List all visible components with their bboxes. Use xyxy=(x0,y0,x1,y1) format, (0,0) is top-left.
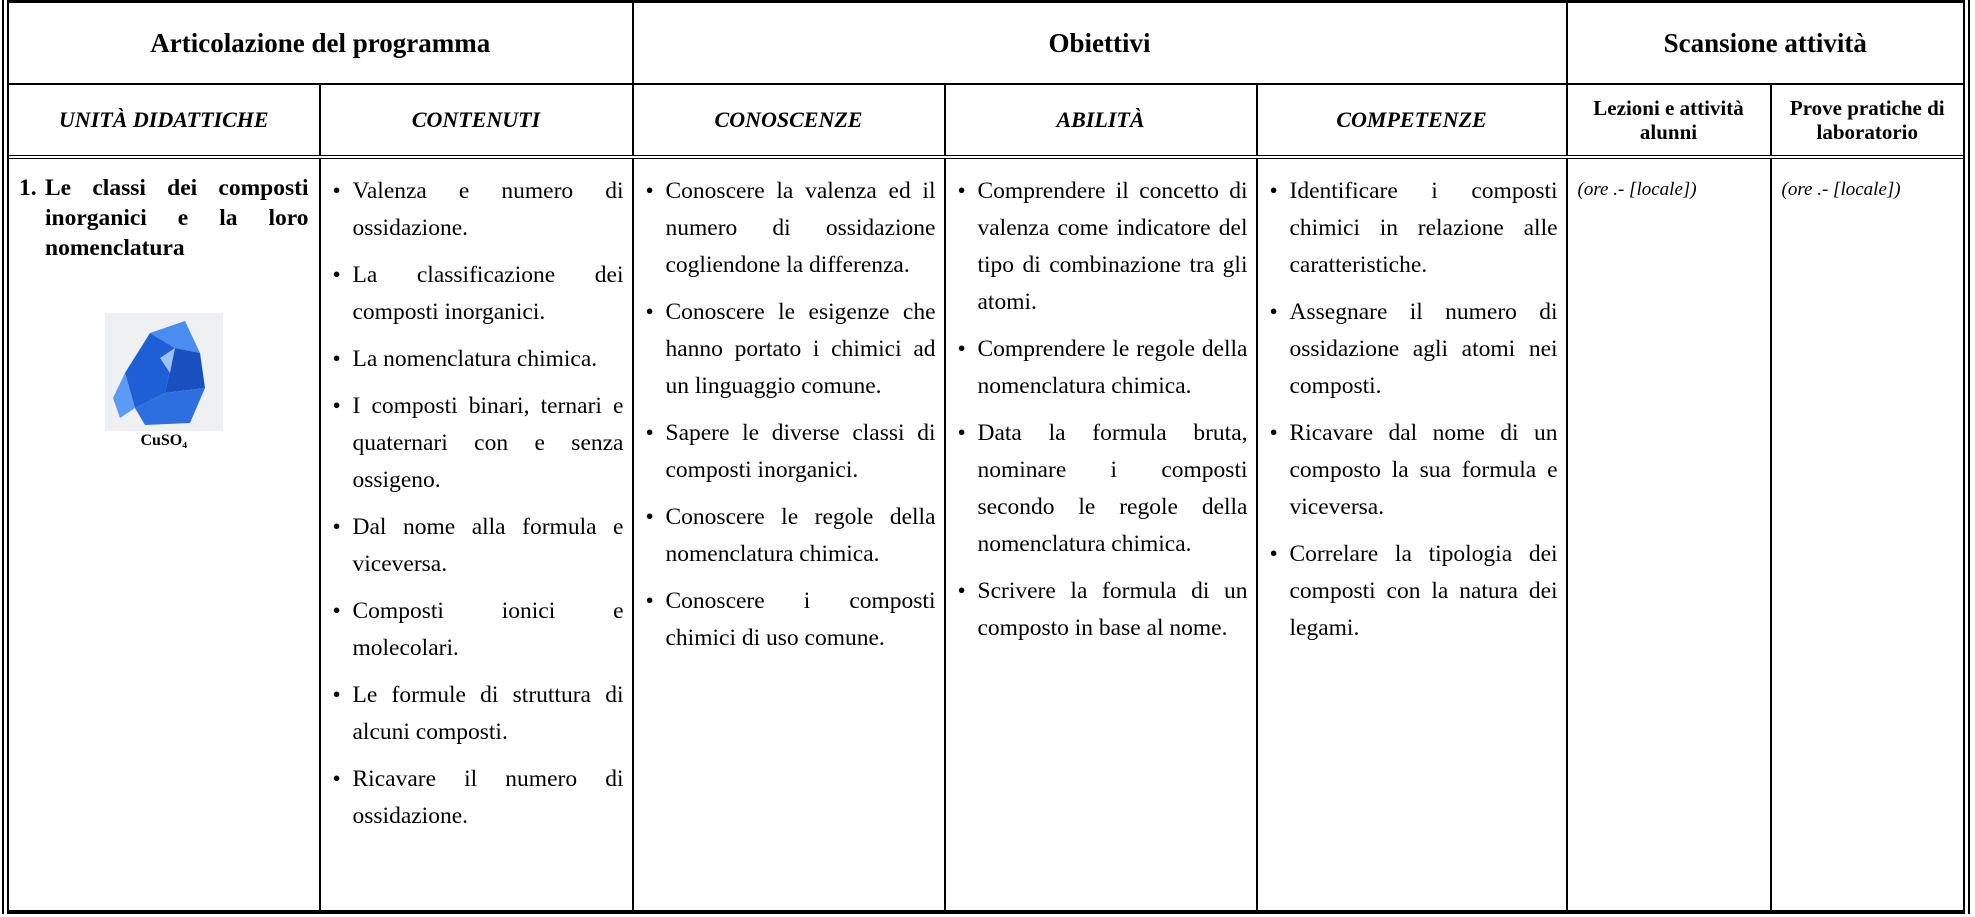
conoscenze-list: Conoscere la valenza ed il numero di oss… xyxy=(634,159,944,657)
list-item: Conoscere i composti chimici di uso comu… xyxy=(644,583,936,657)
column-header: COMPETENZE xyxy=(1255,83,1568,159)
list-item: Ricavare dal nome di un composto la sua … xyxy=(1268,415,1558,526)
group-header: Scansione attività xyxy=(1565,0,1968,85)
unit-cell: 1. Le classi dei composti inorganici e l… xyxy=(4,156,321,913)
column-header: Lezioni e attività alunni xyxy=(1565,83,1772,159)
conoscenze-cell: Conoscere la valenza ed il numero di oss… xyxy=(631,156,946,913)
column-header: CONOSCENZE xyxy=(631,83,946,159)
crystal-icon xyxy=(104,313,223,431)
column-header-row: UNITÀ DIDATTICHE CONTENUTI CONOSCENZE AB… xyxy=(4,83,1968,159)
column-header: CONTENUTI xyxy=(318,83,634,159)
list-item: Data la formula bruta, nominare i compos… xyxy=(956,415,1248,563)
list-item: La classificazione dei composti inorgani… xyxy=(331,257,624,331)
list-item: Comprendere le regole della nomenclatura… xyxy=(956,331,1248,405)
group-header: Obiettivi xyxy=(631,0,1568,85)
contenuti-list: Valenza e numero di ossidazione. La class… xyxy=(321,159,632,835)
abilita-cell: Comprendere il concetto di valenza come … xyxy=(943,156,1258,913)
abilita-list: Comprendere il concetto di valenza come … xyxy=(946,159,1256,647)
hours-placeholder: (ore .- [locale]) xyxy=(1577,179,1697,200)
column-header: Prove pratiche di laboratorio xyxy=(1769,83,1968,159)
competenze-cell: Identificare i composti chimici in relaz… xyxy=(1255,156,1568,913)
list-item: Assegnare il numero di ossidazione agli … xyxy=(1268,294,1558,405)
prove-cell: (ore .- [locale]) xyxy=(1769,156,1968,913)
image-caption: CuSO₄ xyxy=(140,432,188,449)
content-row: 1. Le classi dei composti inorganici e l… xyxy=(4,156,1968,913)
list-item: Conoscere la valenza ed il numero di oss… xyxy=(644,173,936,284)
list-item: Ricavare il numero di ossidazione. xyxy=(331,761,624,835)
list-item: Scrivere la formula di un composto in ba… xyxy=(956,573,1248,647)
list-item: Conoscere le regole della nomenclatura c… xyxy=(644,499,936,573)
list-item: Comprendere il concetto di valenza come … xyxy=(956,173,1248,321)
competenze-list: Identificare i composti chimici in relaz… xyxy=(1258,159,1566,647)
list-item: I composti binari, ternari e quaternari … xyxy=(331,388,624,499)
list-item: Conoscere le esigenze che hanno portato … xyxy=(644,294,936,405)
list-item: Correlare la tipologia dei composti con … xyxy=(1268,536,1558,647)
group-header: Articolazione del programma xyxy=(4,0,634,85)
column-header: UNITÀ DIDATTICHE xyxy=(4,83,321,159)
list-item: Valenza e numero di ossidazione. xyxy=(331,173,624,247)
unit-title-text: Le classi dei composti inorganici e la l… xyxy=(45,175,309,261)
list-item: Le formule di struttura di alcuni compos… xyxy=(331,677,624,751)
contenuti-cell: Valenza e numero di ossidazione. La class… xyxy=(318,156,634,913)
list-item: Sapere le diverse classi di composti ino… xyxy=(644,415,936,489)
crystal-image: CuSO₄ xyxy=(9,313,319,450)
lezioni-cell: (ore .- [locale]) xyxy=(1565,156,1772,913)
list-item: Dal nome alla formula e viceversa. xyxy=(331,509,624,583)
unit-number: 1. xyxy=(19,175,37,201)
list-item: La nomenclatura chimica. xyxy=(331,341,624,378)
group-header-row: Articolazione del programma Obiettivi Sc… xyxy=(4,0,1968,85)
hours-placeholder: (ore .- [locale]) xyxy=(1781,179,1901,200)
unit-title: 1. Le classi dei composti inorganici e l… xyxy=(9,159,319,263)
column-header: ABILITÀ xyxy=(943,83,1258,159)
list-item: Identificare i composti chimici in relaz… xyxy=(1268,173,1558,284)
list-item: Composti ionici e molecolari. xyxy=(331,593,624,667)
